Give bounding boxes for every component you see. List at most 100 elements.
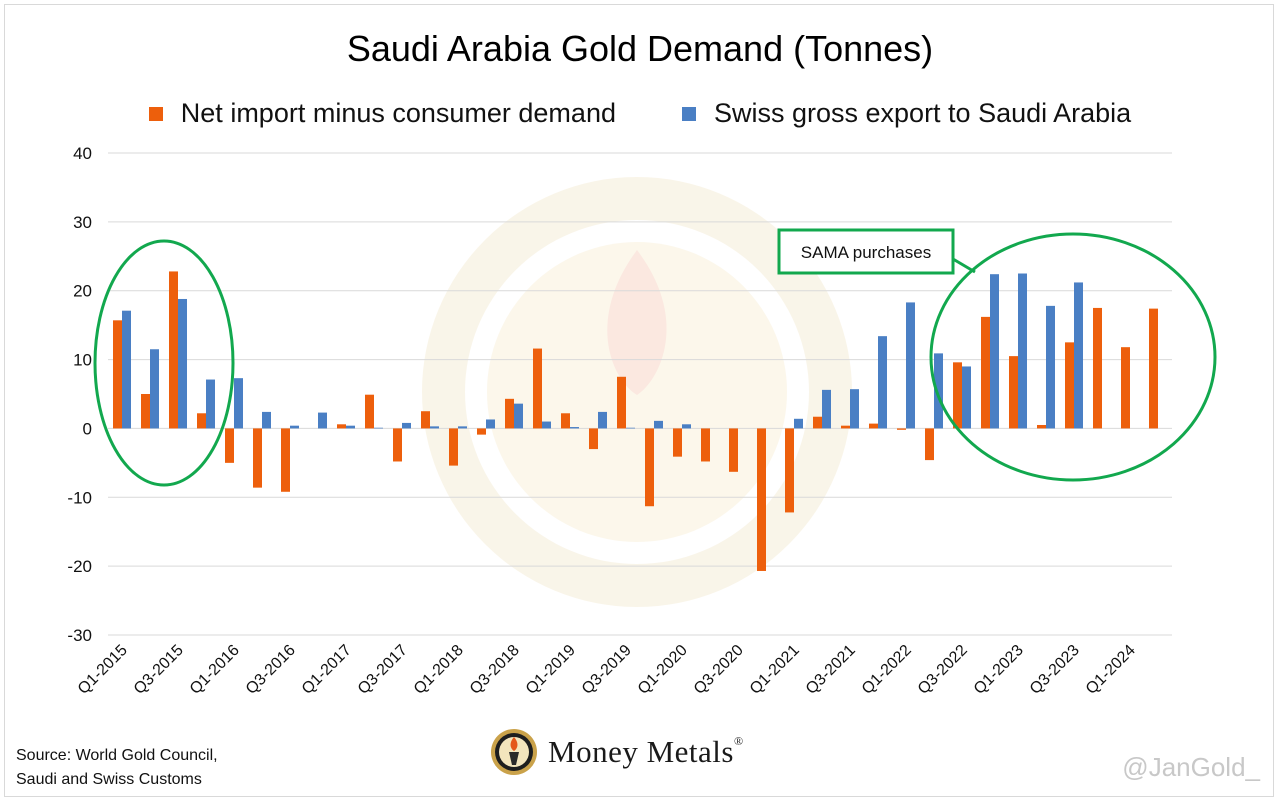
source-note: Source: World Gold Council, Saudi and Sw…: [16, 744, 218, 792]
bar-net-import-Q3-2017: [393, 428, 402, 462]
source-line-1: Source: World Gold Council,: [16, 747, 218, 764]
highlight-ellipse-recent: [929, 232, 1217, 482]
torch-emblem-icon: [491, 729, 537, 775]
x-tick-label: Q3-2019: [579, 642, 635, 698]
bar-swiss-export-Q2-2018: [486, 419, 495, 429]
bar-net-import-Q1-2017: [337, 424, 346, 429]
bar-net-import-Q1-2021: [785, 428, 794, 513]
x-tick-label: Q3-2021: [803, 642, 859, 698]
bar-net-import-Q1-2016: [225, 428, 234, 463]
bar-net-import-Q4-2017: [421, 411, 430, 429]
bar-swiss-export-Q2-2019: [598, 411, 607, 429]
highlight-ellipse-2015: [93, 239, 235, 487]
y-tick-label: 10: [73, 351, 92, 370]
bar-net-import-Q2-2017: [365, 394, 374, 429]
legend-swatch-net-import: [148, 106, 163, 121]
x-tick-label: Q1-2016: [187, 642, 243, 698]
bar-swiss-export-Q1-2022: [906, 302, 915, 429]
bar-net-import-Q3-2016: [281, 428, 290, 492]
bar-swiss-export-Q3-2016: [290, 425, 299, 429]
brand-name: Money Metals®: [548, 734, 744, 769]
bar-net-import-Q4-2015: [197, 413, 206, 429]
bar-net-import-Q4-2019: [645, 428, 654, 507]
x-tick-label: Q1-2019: [523, 642, 579, 698]
x-tick-label: Q3-2022: [915, 642, 971, 698]
source-line-2: Saudi and Swiss Customs: [16, 771, 202, 788]
bar-swiss-export-Q3-2022: [962, 366, 971, 429]
bar-swiss-export-Q2-2023: [1046, 305, 1055, 429]
bar-swiss-export-Q2-2015: [150, 349, 159, 429]
x-tick-label: Q3-2015: [131, 642, 187, 698]
bar-net-import-Q2-2019: [589, 428, 598, 450]
bar-swiss-export-Q1-2018: [458, 426, 467, 429]
x-tick-label: Q3-2016: [243, 642, 299, 698]
x-tick-label: Q1-2022: [859, 642, 915, 698]
x-tick-label: Q1-2020: [635, 642, 691, 698]
bar-swiss-export-Q4-2018: [542, 421, 551, 429]
chart-title: Saudi Arabia Gold Demand (Tonnes): [346, 28, 934, 69]
y-tick-label: 40: [73, 144, 92, 163]
x-tick-label: Q3-2018: [467, 642, 523, 698]
bar-net-import-Q2-2018: [477, 428, 486, 435]
bar-swiss-export-Q1-2020: [682, 424, 691, 429]
bar-net-import-Q1-2018: [449, 428, 458, 466]
y-tick-label: 20: [73, 282, 92, 301]
y-tick-label: -30: [67, 626, 92, 645]
bar-net-import-Q4-2021: [869, 423, 878, 429]
bar-net-import-Q1-2020: [673, 428, 682, 457]
y-tick-label: 0: [83, 419, 92, 438]
bar-net-import-Q3-2019: [617, 376, 626, 429]
bar-net-import-Q2-2022: [925, 428, 934, 461]
x-tick-label: Q1-2017: [299, 642, 355, 698]
bar-swiss-export-Q3-2023: [1074, 282, 1083, 429]
chart-frame: [4, 4, 1274, 797]
brand-logo: Money Metals®: [490, 728, 744, 776]
bar-net-import-Q2-2021: [813, 416, 822, 429]
y-tick-label: -20: [67, 557, 92, 576]
bar-swiss-export-Q3-2019: [626, 427, 635, 429]
bar-swiss-export-Q1-2015: [122, 310, 131, 429]
watermark-emblem: [422, 177, 852, 607]
bar-net-import-Q4-2018: [533, 348, 542, 429]
bar-net-import-Q2-2016: [253, 428, 262, 488]
legend-item-net-import: Net import minus consumer demand: [148, 98, 616, 129]
bar-swiss-export-Q4-2017: [430, 426, 439, 429]
legend-swatch-swiss-export: [681, 106, 696, 121]
bar-net-import-Q1-2015: [113, 320, 122, 429]
bar-net-import-Q4-2020: [757, 428, 766, 571]
bar-net-import-Q2-2015: [141, 394, 150, 429]
callout-box: [777, 228, 955, 275]
bar-net-import-Q4-2023: [1093, 307, 1102, 429]
bar-net-import-Q4-2022: [981, 316, 990, 429]
x-tick-label: Q1-2024: [1083, 642, 1139, 698]
bar-net-import-Q1-2023: [1009, 356, 1018, 429]
legend-label-net-import: Net import minus consumer demand: [180, 98, 616, 128]
bar-swiss-export-Q2-2016: [262, 411, 271, 429]
bar-net-import-Q1-2022: [897, 428, 906, 430]
x-tick-label: Q3-2017: [355, 642, 411, 698]
bar-swiss-export-Q3-2018: [514, 403, 523, 429]
callout-pointer: [952, 257, 976, 274]
bar-swiss-export-Q1-2019: [570, 427, 579, 429]
x-tick-label: Q3-2020: [691, 642, 747, 698]
bar-net-import-Q2-2020: [701, 428, 710, 462]
bar-swiss-export-Q4-2015: [206, 379, 215, 429]
bar-swiss-export-Q1-2023: [1018, 273, 1027, 429]
bar-net-import-Q3-2015: [169, 271, 178, 429]
bar-net-import-Q3-2022: [953, 362, 962, 429]
bar-net-import-Q3-2021: [841, 425, 850, 429]
bar-swiss-export-Q1-2016: [234, 378, 243, 429]
x-tick-label: Q1-2015: [75, 642, 131, 698]
legend-item-swiss-export: Swiss gross export to Saudi Arabia: [681, 98, 1131, 129]
bar-swiss-export-Q4-2021: [878, 336, 887, 429]
x-tick-label: Q1-2018: [411, 642, 467, 698]
bar-swiss-export-Q2-2021: [822, 389, 831, 429]
bar-swiss-export-Q4-2022: [990, 274, 999, 429]
bar-swiss-export-Q3-2017: [402, 422, 411, 429]
x-tick-label: Q3-2023: [1027, 642, 1083, 698]
bar-swiss-export-Q4-2019: [654, 420, 663, 429]
callout-label: SAMA purchases: [801, 243, 931, 262]
bar-net-import-Q3-2018: [505, 398, 514, 429]
bar-swiss-export-Q4-2016: [318, 412, 327, 429]
